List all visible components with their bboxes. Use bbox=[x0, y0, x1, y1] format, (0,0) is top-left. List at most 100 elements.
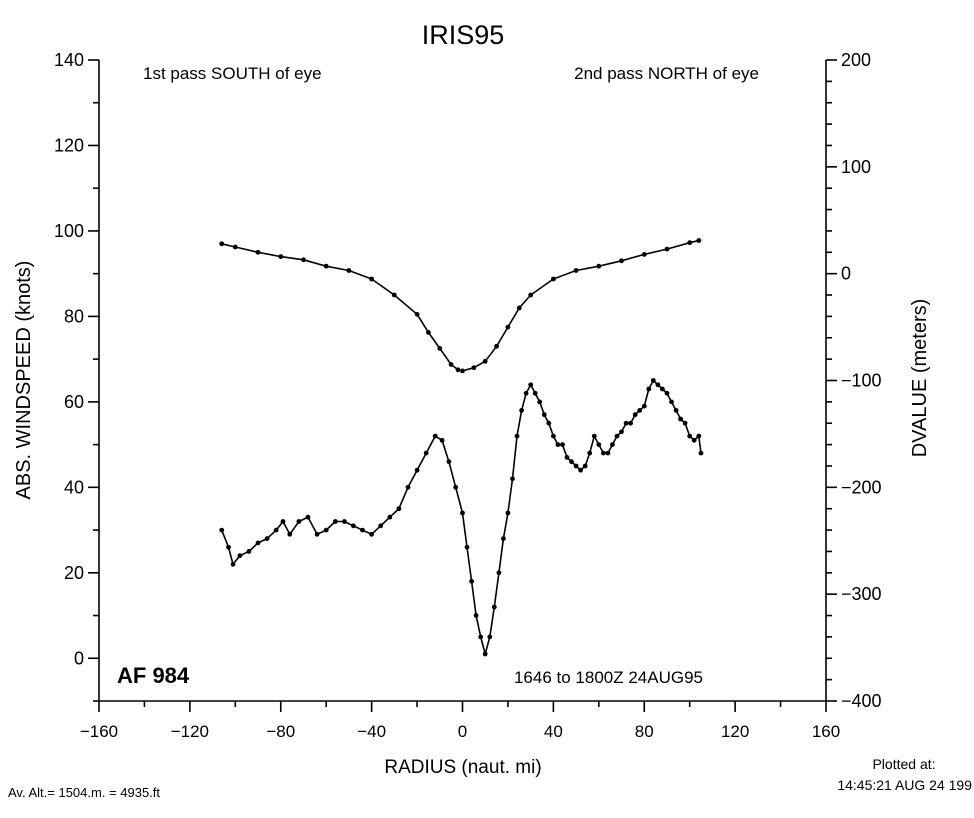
data-point bbox=[564, 455, 570, 460]
x-tick-label: −80 bbox=[266, 722, 295, 741]
data-point bbox=[405, 484, 411, 490]
data-point bbox=[469, 578, 474, 584]
data-point bbox=[650, 378, 656, 383]
data-point bbox=[596, 442, 602, 447]
data-point bbox=[505, 324, 511, 330]
x-tick-label: 120 bbox=[721, 722, 749, 741]
data-point bbox=[301, 257, 306, 263]
series-group bbox=[219, 238, 704, 657]
data-point bbox=[482, 651, 488, 657]
data-point bbox=[682, 420, 688, 426]
data-point bbox=[655, 382, 661, 388]
data-point bbox=[660, 386, 665, 392]
data-point bbox=[453, 484, 459, 490]
data-point bbox=[369, 531, 374, 537]
data-point bbox=[687, 433, 693, 439]
data-point bbox=[232, 244, 238, 250]
data-point bbox=[546, 420, 552, 426]
data-point bbox=[323, 527, 329, 533]
data-point bbox=[523, 390, 529, 396]
data-point bbox=[664, 390, 670, 396]
data-point bbox=[628, 420, 633, 426]
data-point bbox=[582, 463, 588, 469]
y-left-tick-label: 40 bbox=[64, 477, 84, 497]
data-point bbox=[237, 553, 243, 559]
data-point bbox=[473, 613, 479, 618]
data-point bbox=[460, 510, 465, 516]
data-point bbox=[641, 252, 647, 257]
data-point bbox=[491, 604, 497, 610]
data-point bbox=[305, 514, 311, 520]
data-point bbox=[619, 258, 624, 264]
data-point bbox=[664, 246, 670, 252]
data-point bbox=[246, 549, 252, 554]
data-point bbox=[255, 249, 261, 255]
data-point bbox=[494, 343, 499, 349]
data-point bbox=[464, 544, 470, 550]
footer-plotted-time: 14:45:21 AUG 24 199 bbox=[837, 777, 972, 793]
series-windspeed bbox=[219, 378, 704, 657]
footer-altitude: Av. Alt.= 1504.m. = 4935.ft bbox=[8, 785, 160, 800]
data-point bbox=[314, 531, 320, 537]
x-tick-label: −160 bbox=[80, 722, 118, 741]
data-point bbox=[514, 433, 520, 439]
data-point bbox=[478, 634, 484, 640]
data-point bbox=[487, 634, 493, 640]
data-point bbox=[528, 382, 534, 388]
data-point bbox=[698, 450, 704, 456]
data-point bbox=[696, 433, 702, 439]
data-point bbox=[273, 527, 279, 533]
data-point bbox=[578, 467, 583, 473]
data-point bbox=[637, 408, 643, 413]
x-tick-label: −120 bbox=[171, 722, 209, 741]
y-left-tick-label: 140 bbox=[54, 50, 84, 70]
y-right-tick-label: 0 bbox=[841, 264, 851, 284]
y-left-tick-label: 80 bbox=[64, 306, 84, 326]
data-point bbox=[601, 450, 606, 456]
x-axis-label: RADIUS (naut. mi) bbox=[384, 757, 541, 778]
data-point bbox=[360, 527, 365, 533]
series-dvalue bbox=[219, 238, 702, 374]
x-tick-label: 40 bbox=[544, 722, 563, 741]
data-point bbox=[351, 523, 356, 529]
data-point bbox=[516, 305, 522, 311]
data-point bbox=[646, 386, 652, 392]
data-point bbox=[446, 459, 452, 465]
data-point bbox=[610, 442, 615, 447]
data-point bbox=[537, 399, 543, 405]
data-point bbox=[623, 420, 629, 426]
data-point bbox=[378, 523, 384, 529]
x-tick-label: 160 bbox=[812, 722, 840, 741]
data-point bbox=[560, 442, 565, 447]
data-point bbox=[323, 263, 329, 269]
data-point bbox=[496, 570, 502, 576]
data-point bbox=[432, 433, 438, 439]
data-point bbox=[505, 510, 511, 516]
data-point bbox=[587, 450, 593, 456]
data-point bbox=[423, 450, 429, 456]
series-line bbox=[221, 239, 699, 372]
data-point bbox=[641, 403, 647, 409]
data-point bbox=[551, 433, 556, 439]
data-point bbox=[426, 330, 431, 335]
axes bbox=[98, 60, 827, 702]
x-tick-label: −40 bbox=[357, 722, 386, 741]
data-point bbox=[287, 531, 293, 537]
data-point bbox=[342, 519, 347, 524]
y-right-tick-label: −200 bbox=[841, 477, 882, 497]
y-axis-left-label: ABS. WINDSPEED (knots) bbox=[13, 261, 35, 500]
y-axis-right-label: DVALUE (meters) bbox=[909, 299, 931, 458]
data-point bbox=[414, 311, 420, 317]
data-point bbox=[696, 238, 702, 243]
data-point bbox=[219, 241, 225, 247]
data-point bbox=[255, 540, 261, 546]
footer-plotted-label: Plotted at: bbox=[872, 756, 935, 772]
data-point bbox=[501, 536, 506, 541]
data-point bbox=[455, 367, 461, 373]
chart-title: IRIS95 bbox=[422, 20, 505, 50]
y-right-tick-label: −400 bbox=[841, 691, 882, 711]
x-tick-label: 0 bbox=[458, 722, 467, 741]
y-right-tick-label: 200 bbox=[841, 50, 871, 70]
data-point bbox=[632, 412, 638, 418]
y-right-tick-label: 100 bbox=[841, 157, 871, 177]
